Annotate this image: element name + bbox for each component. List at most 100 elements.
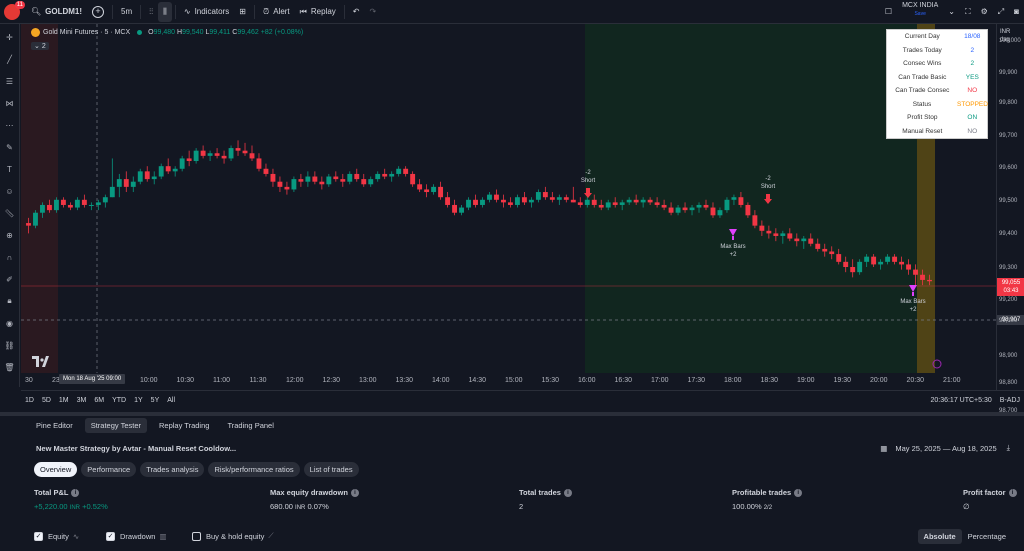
projection-icon[interactable]: ⋯ [5, 120, 14, 130]
session-bg-left [21, 24, 58, 373]
price-label: 99,900 [999, 70, 1018, 76]
panel-tab-strategy-tester[interactable]: Strategy Tester [84, 417, 147, 433]
signal-label: Short [581, 178, 596, 184]
bar-style-button[interactable]: ⫶⫶ [144, 2, 158, 22]
info-icon[interactable]: i [563, 488, 572, 497]
chevron-button[interactable]: ⌄ [943, 2, 960, 22]
panel-tab-trading-panel[interactable]: Trading Panel [227, 420, 274, 430]
range-all[interactable]: All [167, 397, 176, 404]
candle [340, 173, 346, 187]
lock-icon[interactable]: 🔒︎ [7, 296, 12, 305]
snapshot-button[interactable]: ◙ [1009, 2, 1024, 22]
interval-button[interactable]: 5m [121, 7, 133, 16]
alert-button[interactable]: ⏰︎ Alert [258, 2, 295, 22]
price-axis[interactable]: INR dag 99,055 03:43 98,907 100,000 99,90… [996, 24, 1024, 414]
range-1d[interactable]: 1D [25, 397, 34, 404]
compare-symbol-button[interactable]: + [87, 2, 109, 22]
overview-metrics: Total P&L i +5,220.00 INR +0.52% Max equi… [0, 488, 1024, 518]
info-icon[interactable]: i [350, 488, 359, 497]
time-label: 14:30 [468, 377, 487, 384]
date-range-picker[interactable]: ▦ May 25, 2025 — Aug 18, 2025 ⤓ [880, 443, 1010, 453]
info-icon[interactable]: i [794, 488, 803, 497]
indicators-button[interactable]: ∿ Indicators [179, 2, 234, 22]
layout-toggle-button[interactable]: ☐ [880, 2, 897, 22]
info-icon[interactable]: i [1008, 488, 1017, 497]
layouts-button[interactable]: ⊞ [234, 2, 251, 22]
candle [291, 176, 297, 193]
sub-tab-risk-performance-ratios[interactable]: Risk/performance ratios [208, 462, 300, 477]
short-signal-1: -2 Short [581, 170, 596, 198]
fib-icon[interactable]: ☰ [5, 76, 14, 86]
candle [263, 163, 269, 177]
eye-icon[interactable]: ◉ [6, 318, 13, 328]
info-icon[interactable]: i [71, 488, 80, 497]
crosshair-time-label: Mon 18 Aug '25 09:00 [59, 374, 126, 384]
range-1y[interactable]: 1Y [134, 397, 143, 404]
replay-button[interactable]: ⏮ Replay [295, 2, 341, 22]
magnet-icon[interactable]: ∩ [6, 252, 13, 262]
sub-tab-overview[interactable]: Overview [34, 462, 78, 477]
range-ytd[interactable]: YTD [112, 397, 127, 404]
maximize-icon: ⤢ [997, 6, 1005, 16]
panel-tab-replay-trading[interactable]: Replay Trading [159, 420, 210, 430]
range-5y[interactable]: 5Y [150, 397, 160, 404]
link-icon[interactable]: ⛓ [4, 340, 15, 350]
equity-checkbox[interactable]: ✓ Equity ∿ [34, 531, 79, 541]
candles-style-button[interactable]: ⫼ [158, 1, 172, 22]
range-3m[interactable]: 3M [76, 397, 87, 404]
candle [130, 176, 136, 193]
panel-tab-pine-editor[interactable]: Pine Editor [36, 420, 73, 430]
candle [633, 194, 639, 205]
fullscreen-button[interactable]: ⛶ [960, 2, 976, 22]
candle [438, 181, 444, 200]
exchange-button[interactable]: MCX INDIA Save [897, 2, 943, 22]
brush-icon[interactable]: ✎ [6, 142, 13, 152]
range-5d[interactable]: 5D [41, 397, 51, 404]
sub-tab-trades-analysis[interactable]: Trades analysis [140, 462, 205, 477]
percentage-button[interactable]: Percentage [967, 531, 1006, 541]
calendar-icon: ▦ [880, 443, 888, 453]
time-axis[interactable]: 30 23 Mon 18 Aug '25 09:00 10:00 10:30 11:… [21, 373, 996, 389]
candle [675, 204, 681, 216]
text-icon[interactable]: T [7, 164, 12, 174]
signal-qty: -2 [585, 170, 591, 176]
drawdown-checkbox[interactable]: ✓ Drawdown ▥ [106, 531, 167, 541]
download-icon[interactable]: ⤓ [1006, 443, 1010, 452]
candle [836, 248, 842, 265]
sub-tab-list-of-trades[interactable]: List of trades [303, 462, 359, 477]
price-chart[interactable]: -2 Short -2 Short Max Bars +2 Max Bars +… [21, 24, 996, 390]
signal-qty: -2 [765, 176, 771, 182]
buyhold-checkbox[interactable]: Buy & hold equity ⟋ [192, 531, 274, 541]
candle [221, 150, 227, 164]
adjustment-button[interactable]: B-ADJ [999, 397, 1020, 404]
sub-tab-performance[interactable]: Performance [81, 462, 137, 477]
range-1m[interactable]: 1M [58, 397, 69, 404]
user-avatar[interactable]: 11 [4, 0, 25, 20]
range-6m[interactable]: 6M [94, 397, 105, 404]
candle [354, 168, 360, 182]
crosshair-icon[interactable]: ✛ [6, 32, 13, 42]
emoji-icon[interactable]: ☺ [5, 186, 14, 196]
absolute-button[interactable]: Absolute [917, 528, 962, 544]
stats-row: Current Day 18/08 [887, 30, 987, 44]
trend-line-icon[interactable]: ╱ [7, 54, 12, 64]
utc-clock[interactable]: 20:36:17 UTC+5:30 [930, 397, 992, 404]
candle [850, 259, 856, 278]
indicator-collapse-button[interactable]: ⌄ 2 [31, 42, 49, 50]
maximize-button[interactable]: ⤢ [993, 2, 1009, 22]
strategy-name[interactable]: New Master Strategy by Avtar - Manual Re… [36, 443, 237, 453]
symbol-search-button[interactable]: 🔍︎ GOLDM1! [26, 2, 87, 22]
pencil-lock-icon[interactable]: ✐ [6, 274, 13, 284]
pnl-value: +5,220.00 [34, 502, 68, 511]
zoom-icon[interactable]: ⊕ [6, 230, 13, 240]
redo-button[interactable]: ↷ [364, 2, 381, 22]
event-marker-icon[interactable] [932, 359, 942, 369]
stats-value: NO [967, 127, 978, 135]
pattern-icon[interactable]: ⋈ [5, 98, 14, 108]
settings-button[interactable]: ⚙ [976, 2, 993, 22]
candle [312, 171, 318, 185]
candle [857, 259, 863, 275]
ruler-icon[interactable]: 📏︎ [4, 208, 15, 218]
undo-button[interactable]: ↶ [348, 2, 365, 22]
trash-icon[interactable]: 🗑︎ [4, 362, 15, 372]
